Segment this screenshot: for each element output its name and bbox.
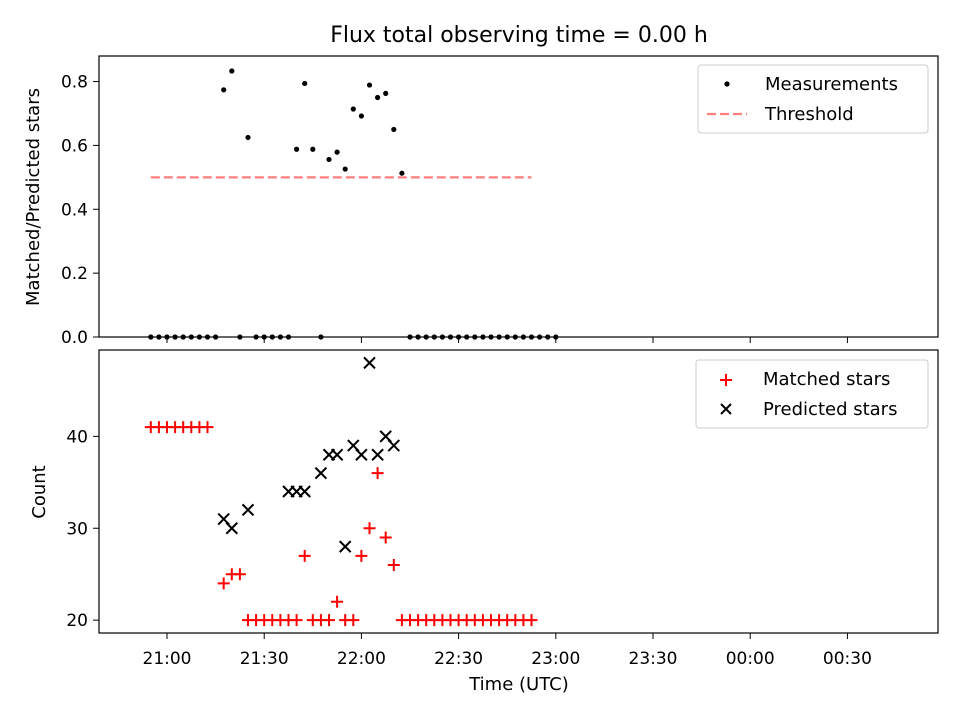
matched-star-point	[290, 614, 303, 627]
bottom-xticks: 21:00 21:30 22:00 22:30 23:00 23:30 00:00 00:30	[143, 633, 872, 669]
xtick-label: 22:00	[337, 649, 386, 669]
top-ytick-label: 0.0	[61, 328, 88, 348]
matched-star-point	[355, 549, 368, 562]
xtick-label: 21:30	[240, 649, 289, 669]
bottom-legend-box	[695, 359, 929, 429]
matched-star-point	[298, 549, 311, 562]
bottom-yticks: 20 30 40	[66, 427, 99, 631]
measurement-point	[229, 68, 235, 74]
xtick-label: 21:00	[143, 649, 192, 669]
bottom-panel: 20 30 40 21:00 21:30 22:00 22:30 23:00 23:30 00:…	[29, 349, 939, 695]
top-legend-box	[697, 64, 929, 134]
matched-star-point	[233, 568, 246, 581]
x-axis-label: Time (UTC)	[468, 674, 569, 695]
xtick-label: 23:30	[629, 649, 678, 669]
top-ytick-label: 0.4	[61, 200, 88, 220]
top-ytick-label: 0.2	[61, 264, 88, 284]
xtick-label: 00:30	[823, 649, 872, 669]
top-legend: Measurements Threshold	[697, 64, 929, 134]
predicted-star-point	[241, 503, 255, 517]
legend-predicted-marker	[720, 403, 732, 415]
legend-matched-marker	[720, 374, 732, 386]
bottom-legend: Matched stars Predicted stars	[695, 359, 929, 429]
measurement-point	[358, 113, 364, 119]
top-panel: 0.00.20.40.60.8 Matched/Predicted stars …	[23, 55, 939, 348]
matched-star-point	[323, 614, 335, 627]
legend-threshold-label: Threshold	[764, 104, 854, 125]
legend-predicted-label: Predicted stars	[763, 399, 897, 420]
matched-star-point	[371, 467, 384, 480]
bottom-ytick-label: 30	[66, 519, 88, 539]
measurement-point	[310, 146, 316, 152]
matched-star-point	[331, 595, 344, 608]
measurement-point	[326, 156, 332, 163]
measurement-point	[342, 166, 348, 172]
predicted-star-point	[355, 448, 368, 461]
bottom-ytick-label: 40	[66, 427, 88, 447]
chart-title: Flux total observing time = 0.00 h	[330, 23, 708, 48]
top-ytick-label: 0.8	[61, 73, 88, 93]
predicted-star-point	[371, 448, 384, 461]
predicted-star-point	[225, 522, 239, 535]
top-yticks: 0.0 0.2 0.4 0.6 0.8	[61, 73, 99, 348]
measurement-point	[221, 87, 227, 93]
xtick-label: 22:30	[434, 649, 483, 669]
matched-star-point	[363, 522, 376, 535]
top-ylabel: Matched/Predicted stars	[23, 88, 44, 306]
matched-star-point	[347, 614, 360, 627]
bottom-ytick-label: 20	[66, 611, 88, 631]
legend-measurements-marker	[724, 81, 730, 87]
predicted-star-point	[338, 540, 352, 553]
measurement-point	[302, 80, 308, 87]
predicted-star-point	[363, 356, 376, 370]
legend-matched-label: Matched stars	[763, 369, 890, 390]
measurement-point	[366, 82, 373, 88]
measurement-point	[391, 126, 397, 133]
xtick-label: 00:00	[726, 649, 775, 669]
matched-star-point	[217, 577, 230, 590]
bottom-axes-frame	[98, 349, 939, 634]
measurement-point	[383, 90, 389, 96]
matched-star-point	[387, 559, 400, 572]
top-marks	[148, 68, 559, 340]
bottom-marks	[144, 356, 538, 627]
measurement-point	[294, 146, 300, 152]
measurement-point	[245, 134, 251, 141]
bottom-ylabel: Count	[29, 465, 50, 518]
predicted-star-point	[330, 448, 344, 461]
matched-star-point	[201, 421, 214, 434]
measurement-point	[334, 149, 340, 155]
predicted-star-point	[314, 466, 328, 480]
measurement-point	[399, 170, 405, 176]
top-axes-frame	[98, 55, 939, 338]
top-ytick-label: 0.6	[61, 136, 88, 156]
matched-star-point	[525, 614, 538, 627]
measurement-point	[375, 94, 381, 101]
top-xticks	[166, 337, 848, 343]
measurement-point	[350, 106, 356, 112]
predicted-star-point	[387, 439, 401, 452]
predicted-star-point	[298, 485, 311, 498]
matched-star-point	[379, 531, 392, 544]
xtick-label: 23:00	[531, 649, 580, 669]
legend-measurements-label: Measurements	[765, 74, 898, 95]
